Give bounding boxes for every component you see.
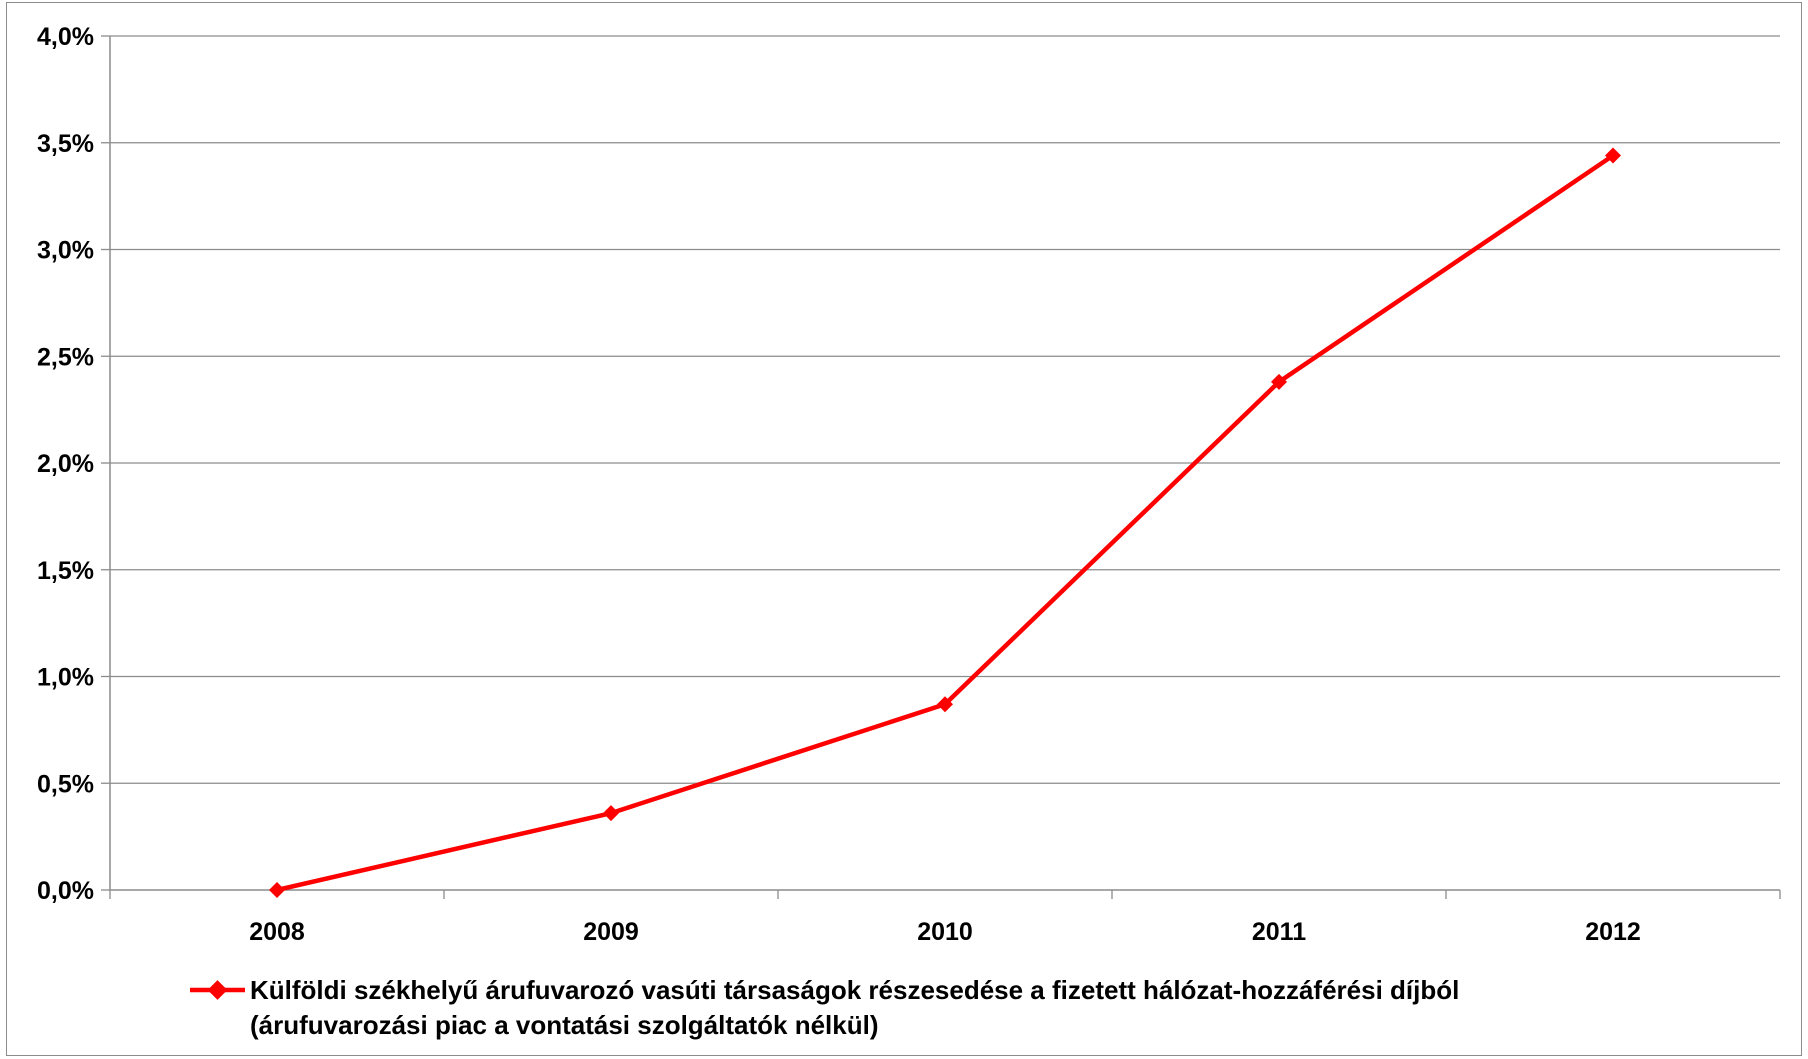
legend-label-line-1: Külföldi székhelyű árufuvarozó vasúti tá… [250,975,1459,1005]
y-axis-tick-labels: 0,0% 0,5% 1,0% 1,5% 2,0% 2,5% 3,0% 3,5% 4,0% [37,23,94,905]
y-tick-label: 2,0% [37,450,94,478]
x-tick-label: 2009 [583,918,639,946]
y-tick-label: 1,5% [37,557,94,585]
y-tick-label: 3,0% [37,237,94,265]
series-line [276,153,1615,893]
x-tick-label: 2012 [1585,918,1641,946]
data-point-marker [937,696,953,713]
data-point-marker [1605,147,1621,164]
legend-marker-swatch [207,980,228,1000]
x-tick-label: 2010 [917,918,973,946]
chart-frame [6,2,1802,1056]
y-tick-label: 2,5% [37,343,94,371]
legend: Külföldi székhelyű árufuvarozó vasúti tá… [190,975,1459,1040]
data-point-marker [1271,373,1287,390]
legend-label-line-2: (árufuvarozási piac a vontatási szolgált… [250,1010,879,1040]
y-tick-label: 4,0% [37,23,94,51]
x-tick-label: 2011 [1252,918,1306,946]
x-axis-tick-labels: 2008 2009 2010 2011 2012 [249,918,1641,946]
data-series [269,147,1621,898]
data-point-marker [269,882,285,898]
y-tick-label: 0,5% [37,770,94,798]
x-tick-label: 2008 [249,918,305,946]
y-tick-label: 3,5% [37,130,94,158]
gridlines [110,35,1780,784]
axes [101,35,1781,899]
data-point-marker [603,805,619,822]
y-tick-label: 1,0% [37,664,94,692]
y-tick-label: 0,0% [37,877,94,905]
